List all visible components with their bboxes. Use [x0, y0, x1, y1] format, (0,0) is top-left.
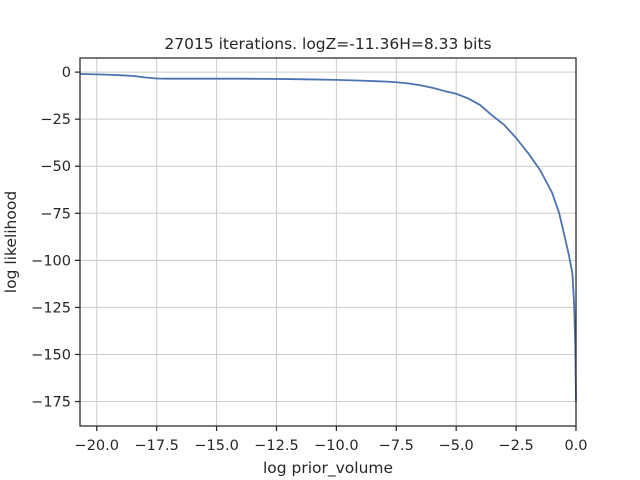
x-tick-label: −2.5 — [498, 438, 533, 454]
series-line — [79, 73, 577, 402]
x-tick-label: −10.0 — [314, 438, 358, 454]
y-gridlines — [80, 71, 576, 403]
y-axis-ticks: 0 −25 −50 −75 −100 −125 −150 −175 — [31, 65, 80, 411]
x-axis-label: log prior_volume — [263, 459, 393, 478]
series-group — [79, 73, 577, 402]
x-tick-label: −17.5 — [134, 438, 178, 454]
y-tick-label: −100 — [31, 253, 71, 269]
x-tick-label: −20.0 — [75, 438, 119, 454]
x-tick-label: −15.0 — [194, 438, 238, 454]
y-tick-label: −150 — [31, 347, 71, 363]
y-axis-label: log likelihood — [2, 191, 20, 293]
x-tick-label: 0.0 — [564, 438, 587, 454]
x-tick-label: −5.0 — [439, 438, 474, 454]
x-gridlines — [96, 58, 577, 426]
y-tick-label: 0 — [62, 65, 71, 81]
x-axis-ticks: −20.0 −17.5 −15.0 −12.5 −10.0 −7.5 −5.0 −2.5 0.0 — [75, 426, 588, 454]
y-tick-label: −75 — [40, 206, 71, 222]
y-tick-label: −50 — [40, 159, 71, 175]
x-tick-label: −12.5 — [254, 438, 298, 454]
y-tick-label: −25 — [40, 112, 71, 128]
y-tick-label: −125 — [31, 300, 71, 316]
chart-title: 27015 iterations. logZ=-11.36H=8.33 bits — [164, 35, 491, 53]
y-tick-label: −175 — [31, 395, 71, 411]
x-tick-label: −7.5 — [379, 438, 414, 454]
plot-frame — [79, 57, 577, 427]
